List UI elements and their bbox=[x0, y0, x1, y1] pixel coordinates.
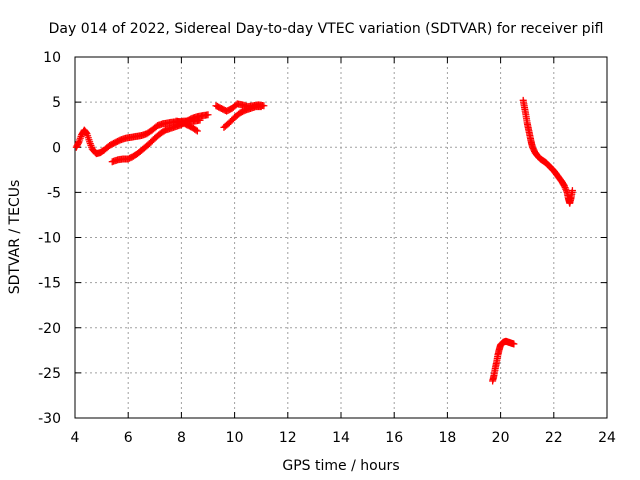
x-tick-label: 24 bbox=[598, 430, 616, 446]
x-tick-label: 4 bbox=[71, 430, 80, 446]
data-point bbox=[562, 185, 570, 193]
x-tick-label: 22 bbox=[545, 430, 563, 446]
data-point bbox=[510, 340, 518, 348]
x-tick-label: 20 bbox=[492, 430, 510, 446]
data-point bbox=[192, 126, 200, 134]
data-point bbox=[257, 103, 265, 111]
series-arc-7 bbox=[519, 96, 576, 207]
y-tick-label: -15 bbox=[38, 276, 61, 292]
data-point bbox=[561, 184, 569, 192]
y-tick-label: 5 bbox=[52, 95, 61, 111]
x-tick-label: 12 bbox=[279, 430, 297, 446]
x-axis-label: GPS time / hours bbox=[282, 458, 399, 474]
y-tick-label: 10 bbox=[43, 50, 61, 66]
y-tick-label: -10 bbox=[38, 231, 61, 247]
series-arc-6 bbox=[489, 337, 518, 385]
data-point bbox=[204, 111, 212, 119]
y-tick-label: -5 bbox=[47, 185, 61, 201]
data-point bbox=[568, 187, 576, 195]
x-tick-label: 6 bbox=[124, 430, 133, 446]
data-point bbox=[74, 139, 82, 147]
series-arc-5 bbox=[220, 103, 265, 131]
y-tick-label: -30 bbox=[38, 411, 61, 427]
series-arc-3 bbox=[172, 117, 201, 135]
chart-title: Day 014 of 2022, Sidereal Day-to-day VTE… bbox=[49, 21, 604, 37]
data-marks bbox=[72, 96, 576, 385]
data-point bbox=[562, 187, 570, 195]
x-tick-label: 16 bbox=[385, 430, 403, 446]
y-tick-label: -20 bbox=[38, 321, 61, 337]
y-axis-label: SDTVAR / TECUs bbox=[7, 180, 23, 295]
data-point bbox=[560, 182, 568, 190]
y-tick-label: -25 bbox=[38, 366, 61, 382]
series-arc-2 bbox=[108, 111, 212, 166]
data-point bbox=[193, 127, 201, 135]
axis-ticks: 4 6 8 10 12 14 16 18 20 22 24 -30 -25 -20 -15 -10 -5 0 5 10 bbox=[38, 50, 616, 446]
x-tick-label: 10 bbox=[226, 430, 244, 446]
x-tick-label: 14 bbox=[332, 430, 350, 446]
x-tick-label: 18 bbox=[438, 430, 456, 446]
y-tick-label: 0 bbox=[52, 140, 61, 156]
x-tick-label: 8 bbox=[177, 430, 186, 446]
